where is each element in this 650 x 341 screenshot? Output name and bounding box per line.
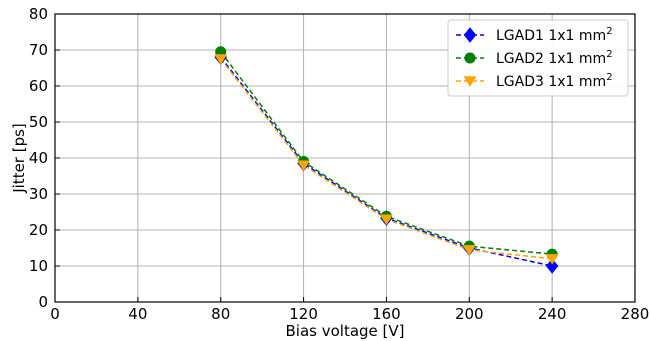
data-point-diamond [463, 27, 477, 43]
legend-label: LGAD1 1x1 mm2 [496, 26, 613, 44]
legend-label-superscript: 2 [606, 26, 612, 37]
x-axis-label: Bias voltage [V] [285, 322, 404, 340]
data-point-triangle [545, 254, 559, 265]
data-point-triangle [214, 54, 228, 65]
x-tick-label: 200 [455, 305, 484, 323]
legend-label-superscript: 2 [606, 72, 612, 83]
series [214, 46, 559, 274]
y-tick-label: 70 [29, 41, 48, 59]
axis-ticks: 0 40 80 120 160 200 240 280 0 10 20 30 40 50 60 70 80 [29, 5, 649, 323]
data-point-circle [464, 52, 476, 64]
x-tick-label: 120 [289, 305, 318, 323]
data-point-triangle [379, 214, 393, 226]
series-markers [214, 54, 559, 265]
x-tick-label: 280 [621, 305, 650, 323]
y-tick-label: 40 [29, 149, 48, 167]
y-tick-label: 50 [29, 113, 48, 131]
x-tick-label: 40 [128, 305, 147, 323]
legend-label: LGAD2 1x1 mm2 [496, 49, 613, 67]
legend-label: LGAD3 1x1 mm2 [496, 72, 613, 90]
legend-box [447, 19, 629, 97]
y-tick-label: 60 [29, 77, 48, 95]
legend: LGAD1 1x1 mm2 LGAD2 1x1 mm2 LGAD3 1x1 mm2 [447, 19, 629, 97]
y-tick-label: 10 [29, 257, 48, 275]
y-tick-label: 20 [29, 221, 48, 239]
data-point-triangle [462, 245, 476, 256]
y-tick-label: 30 [29, 185, 48, 203]
y-tick-label: 0 [38, 293, 48, 311]
y-tick-label: 80 [29, 5, 48, 23]
legend-label-superscript: 2 [606, 49, 612, 60]
data-point-triangle [297, 160, 311, 172]
x-tick-label: 160 [372, 305, 401, 323]
legend-entry: LGAD3 1x1 mm2 [456, 72, 613, 90]
x-tick-label: 240 [538, 305, 567, 323]
data-point-triangle [463, 76, 477, 87]
data-point-diamond [545, 258, 559, 274]
x-tick-label: 80 [211, 305, 230, 323]
y-axis-label: Jitter [ps] [10, 123, 28, 194]
x-tick-label: 0 [50, 305, 60, 323]
legend-entry: LGAD1 1x1 mm2 [456, 26, 613, 44]
legend-entry: LGAD2 1x1 mm2 [456, 49, 613, 67]
